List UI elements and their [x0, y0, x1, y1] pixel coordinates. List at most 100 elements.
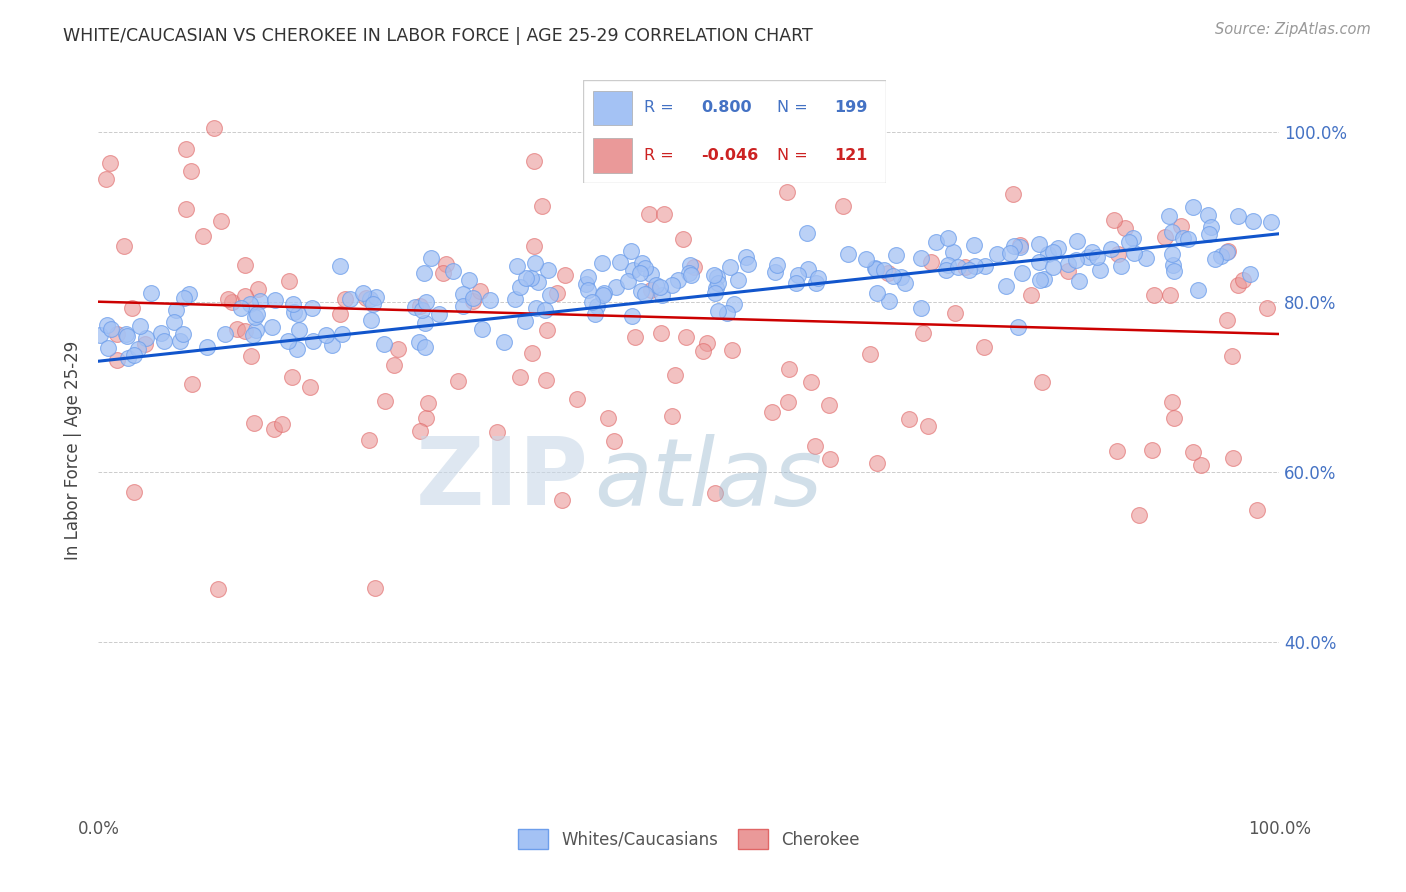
- Point: [1197, 208, 1219, 222]
- Point: [645, 278, 668, 293]
- Point: [513, 314, 536, 328]
- Point: [692, 343, 714, 358]
- Point: [122, 485, 145, 500]
- Point: [766, 258, 789, 272]
- Text: WHITE/CAUCASIAN VS CHEROKEE IN LABOR FORCE | AGE 25-29 CORRELATION CHART: WHITE/CAUCASIAN VS CHEROKEE IN LABOR FOR…: [63, 27, 813, 45]
- Point: [173, 291, 195, 305]
- Point: [382, 358, 405, 372]
- Point: [1081, 245, 1104, 260]
- Point: [1066, 234, 1088, 248]
- Point: [1090, 262, 1112, 277]
- Point: [621, 262, 644, 277]
- Point: [1163, 264, 1185, 278]
- Point: [301, 301, 323, 316]
- Point: [1069, 274, 1091, 288]
- Point: [1085, 250, 1108, 264]
- Point: [1177, 232, 1199, 246]
- Point: [596, 411, 619, 425]
- Point: [575, 277, 598, 292]
- Point: [360, 312, 382, 326]
- Point: [863, 260, 886, 275]
- Point: [640, 283, 662, 297]
- Point: [165, 303, 187, 318]
- Point: [243, 310, 266, 325]
- Point: [242, 327, 264, 342]
- Point: [973, 260, 995, 274]
- Point: [177, 286, 200, 301]
- Point: [995, 278, 1018, 293]
- Point: [634, 260, 657, 275]
- Point: [704, 285, 727, 300]
- Point: [100, 322, 122, 336]
- Point: [837, 247, 859, 261]
- Point: [1187, 283, 1209, 297]
- Point: [628, 267, 651, 281]
- Point: [778, 362, 800, 376]
- Point: [285, 342, 308, 356]
- Point: [509, 280, 531, 294]
- Point: [953, 260, 976, 275]
- Point: [461, 294, 484, 309]
- Point: [221, 294, 243, 309]
- Point: [366, 290, 388, 304]
- Point: [831, 199, 853, 213]
- Point: [1157, 210, 1180, 224]
- Point: [214, 326, 236, 341]
- Point: [98, 156, 121, 170]
- Point: [329, 307, 352, 321]
- Point: [127, 342, 149, 356]
- Point: [387, 343, 409, 357]
- Point: [934, 263, 956, 277]
- Point: [1199, 220, 1222, 235]
- Text: 121: 121: [834, 148, 868, 162]
- Point: [415, 411, 437, 425]
- Point: [704, 486, 727, 500]
- Point: [217, 292, 239, 306]
- Point: [877, 266, 900, 280]
- Point: [650, 326, 672, 340]
- Point: [957, 263, 980, 277]
- Point: [776, 395, 799, 409]
- Point: [706, 269, 728, 284]
- Point: [683, 260, 706, 274]
- Point: [1142, 443, 1164, 458]
- Point: [1028, 272, 1050, 286]
- Point: [936, 231, 959, 245]
- Point: [1209, 249, 1232, 263]
- Point: [776, 186, 799, 200]
- Point: [651, 288, 673, 302]
- Point: [787, 268, 810, 282]
- Point: [361, 297, 384, 311]
- Point: [301, 334, 323, 348]
- Point: [591, 256, 613, 270]
- Point: [592, 287, 614, 301]
- Point: [262, 319, 284, 334]
- Point: [427, 307, 450, 321]
- Point: [873, 263, 896, 277]
- Point: [763, 265, 786, 279]
- Point: [1216, 244, 1239, 259]
- Point: [1111, 259, 1133, 273]
- Point: [115, 328, 138, 343]
- Point: [134, 337, 156, 351]
- Point: [727, 273, 749, 287]
- Point: [1128, 508, 1150, 522]
- Point: [352, 286, 374, 301]
- Point: [278, 274, 301, 288]
- Point: [1239, 268, 1261, 282]
- Point: [1181, 200, 1204, 214]
- Point: [112, 238, 135, 252]
- Point: [523, 256, 546, 270]
- Point: [153, 334, 176, 348]
- Point: [609, 255, 631, 269]
- Point: [478, 293, 501, 307]
- Point: [315, 328, 337, 343]
- Point: [277, 334, 299, 348]
- Point: [986, 247, 1008, 261]
- Point: [679, 258, 702, 272]
- Point: [1108, 247, 1130, 261]
- Point: [678, 266, 700, 280]
- Point: [578, 283, 600, 297]
- Point: [800, 375, 823, 389]
- FancyBboxPatch shape: [592, 91, 631, 126]
